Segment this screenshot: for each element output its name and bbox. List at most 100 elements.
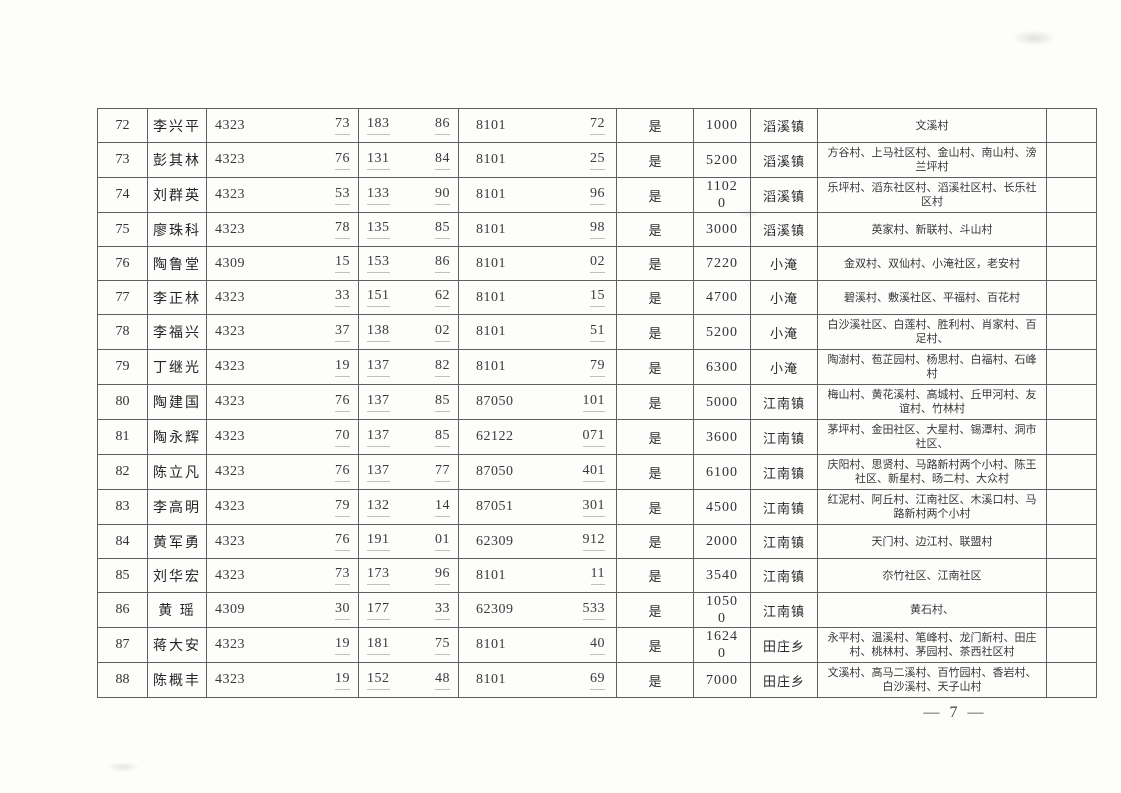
account-tail-fragment: 98 bbox=[590, 220, 605, 239]
town-cell: 滔溪镇 bbox=[750, 177, 818, 213]
villages-cell: 黄石村、 bbox=[817, 592, 1047, 628]
amount-cell: 6300 bbox=[693, 349, 751, 385]
phone-cell: 133 90 bbox=[358, 177, 459, 213]
account-tail-fragment: 15 bbox=[590, 288, 605, 307]
id-head-fragment: 4323 bbox=[215, 221, 245, 237]
town-cell: 江南镇 bbox=[750, 419, 818, 455]
blank-cell bbox=[1046, 662, 1097, 698]
confirm-flag-cell: 是 bbox=[616, 314, 694, 350]
town-cell: 滔溪镇 bbox=[750, 212, 818, 247]
id-number-cell: 4323 70 bbox=[206, 419, 359, 455]
town-cell: 小淹 bbox=[750, 280, 818, 315]
town-cell: 江南镇 bbox=[750, 489, 818, 525]
account-cell: 8101 11 bbox=[458, 558, 617, 593]
account-head-fragment: 8101 bbox=[476, 152, 506, 167]
account-head-fragment: 8101 bbox=[476, 187, 506, 202]
phone-cell: 131 84 bbox=[358, 142, 459, 178]
id-number-cell: 4323 73 bbox=[206, 558, 359, 593]
account-head-fragment: 62309 bbox=[476, 533, 514, 549]
id-number-cell: 4323 19 bbox=[206, 627, 359, 663]
phone-cell: 152 48 bbox=[358, 662, 459, 698]
phone-cell: 137 85 bbox=[358, 419, 459, 455]
phone-tail-fragment: 96 bbox=[435, 566, 450, 585]
phone-tail-fragment: 02 bbox=[435, 323, 450, 342]
account-head-fragment: 87051 bbox=[476, 499, 514, 514]
account-head-fragment: 8101 bbox=[476, 289, 506, 305]
table-row: 73 彭其林 4323 76 131 84 8101 25 是 bbox=[97, 142, 1097, 178]
blank-cell bbox=[1046, 108, 1097, 143]
confirm-flag-cell: 是 bbox=[616, 246, 694, 281]
account-head-fragment: 62309 bbox=[476, 602, 514, 617]
id-head-fragment: 4323 bbox=[215, 289, 245, 305]
seq-cell: 82 bbox=[97, 454, 148, 490]
phone-tail-fragment: 48 bbox=[435, 671, 450, 690]
id-number-cell: 4323 37 bbox=[206, 314, 359, 350]
id-head-fragment: 4323 bbox=[215, 499, 245, 514]
villages-cell: 文溪村、高马二溪村、百竹园村、香岩村、白沙溪村、天子山村 bbox=[817, 662, 1047, 698]
id-number-cell: 4309 30 bbox=[206, 592, 359, 628]
id-tail-fragment: 19 bbox=[335, 671, 350, 690]
villages-cell: 天门村、边江村、联盟村 bbox=[817, 524, 1047, 559]
phone-tail-fragment: 85 bbox=[435, 220, 450, 239]
amount-cell: 1000 bbox=[693, 108, 751, 143]
phone-tail-fragment: 01 bbox=[435, 532, 450, 551]
villages-cell: 乐坪村、滔东社区村、滔溪社区村、长乐社区村 bbox=[817, 177, 1047, 213]
phone-tail-fragment: 84 bbox=[435, 151, 450, 170]
id-tail-fragment: 33 bbox=[335, 288, 350, 307]
villages-cell: 英家村、新联村、斗山村 bbox=[817, 212, 1047, 247]
phone-tail-fragment: 14 bbox=[435, 498, 450, 517]
id-tail-fragment: 76 bbox=[335, 393, 350, 412]
account-tail-fragment: 25 bbox=[590, 151, 605, 170]
account-head-fragment: 8101 bbox=[476, 359, 506, 374]
account-head-fragment: 8101 bbox=[476, 672, 506, 687]
amount-cell: 4500 bbox=[693, 489, 751, 525]
table-row: 76 陶鲁堂 4309 15 153 86 8101 02 是 bbox=[97, 246, 1097, 281]
table-row: 72 李兴平 4323 73 183 86 8101 72 是 bbox=[97, 108, 1097, 143]
id-number-cell: 4323 19 bbox=[206, 349, 359, 385]
villages-cell: 红泥村、阿丘村、江南社区、木溪口村、马路新村两个小村 bbox=[817, 489, 1047, 525]
table-row: 78 李福兴 4323 37 138 02 8101 51 是 bbox=[97, 314, 1097, 350]
town-cell: 滔溪镇 bbox=[750, 108, 818, 143]
seq-cell: 78 bbox=[97, 314, 148, 350]
table-row: 82 陈立凡 4323 76 137 77 87050 401 bbox=[97, 454, 1097, 490]
account-cell: 8101 02 bbox=[458, 246, 617, 281]
phone-cell: 153 86 bbox=[358, 246, 459, 281]
phone-tail-fragment: 62 bbox=[435, 288, 450, 307]
id-number-cell: 4323 19 bbox=[206, 662, 359, 698]
phone-head-fragment: 151 bbox=[367, 288, 390, 307]
phone-head-fragment: 173 bbox=[367, 566, 390, 585]
id-tail-fragment: 53 bbox=[335, 186, 350, 205]
town-cell: 江南镇 bbox=[750, 592, 818, 628]
confirm-flag-cell: 是 bbox=[616, 419, 694, 455]
table-row: 84 黄军勇 4323 76 191 01 62309 912 bbox=[97, 524, 1097, 559]
amount-cell: 3540 bbox=[693, 558, 751, 593]
blank-cell bbox=[1046, 489, 1097, 525]
confirm-flag-cell: 是 bbox=[616, 384, 694, 420]
account-tail-fragment: 912 bbox=[582, 532, 605, 551]
seq-cell: 85 bbox=[97, 558, 148, 593]
amount-cell: 4700 bbox=[693, 280, 751, 315]
town-cell: 江南镇 bbox=[750, 454, 818, 490]
blank-cell bbox=[1046, 280, 1097, 315]
account-tail-fragment: 96 bbox=[590, 186, 605, 205]
villages-cell: 方谷村、上马社区村、金山村、南山村、滂兰坪村 bbox=[817, 142, 1047, 178]
blank-cell bbox=[1046, 627, 1097, 663]
phone-cell: 151 62 bbox=[358, 280, 459, 315]
table-row: 87 蒋大安 4323 19 181 75 8101 40 是 bbox=[97, 627, 1097, 663]
id-tail-fragment: 73 bbox=[335, 116, 350, 135]
amount-cell: 7000 bbox=[693, 662, 751, 698]
id-head-fragment: 4323 bbox=[215, 152, 245, 167]
blank-cell bbox=[1046, 142, 1097, 178]
account-head-fragment: 8101 bbox=[476, 567, 506, 583]
id-head-fragment: 4309 bbox=[215, 255, 245, 271]
blank-cell bbox=[1046, 246, 1097, 281]
scan-artifact bbox=[1012, 30, 1056, 46]
villages-cell: 夵竹社区、江南社区 bbox=[817, 558, 1047, 593]
table-row: 85 刘华宏 4323 73 173 96 8101 11 是 bbox=[97, 558, 1097, 593]
blank-cell bbox=[1046, 558, 1097, 593]
phone-tail-fragment: 82 bbox=[435, 358, 450, 377]
phone-tail-fragment: 86 bbox=[435, 254, 450, 273]
account-tail-fragment: 401 bbox=[582, 463, 605, 482]
table-row: 80 陶建国 4323 76 137 85 87050 101 bbox=[97, 384, 1097, 420]
id-tail-fragment: 30 bbox=[335, 601, 350, 620]
